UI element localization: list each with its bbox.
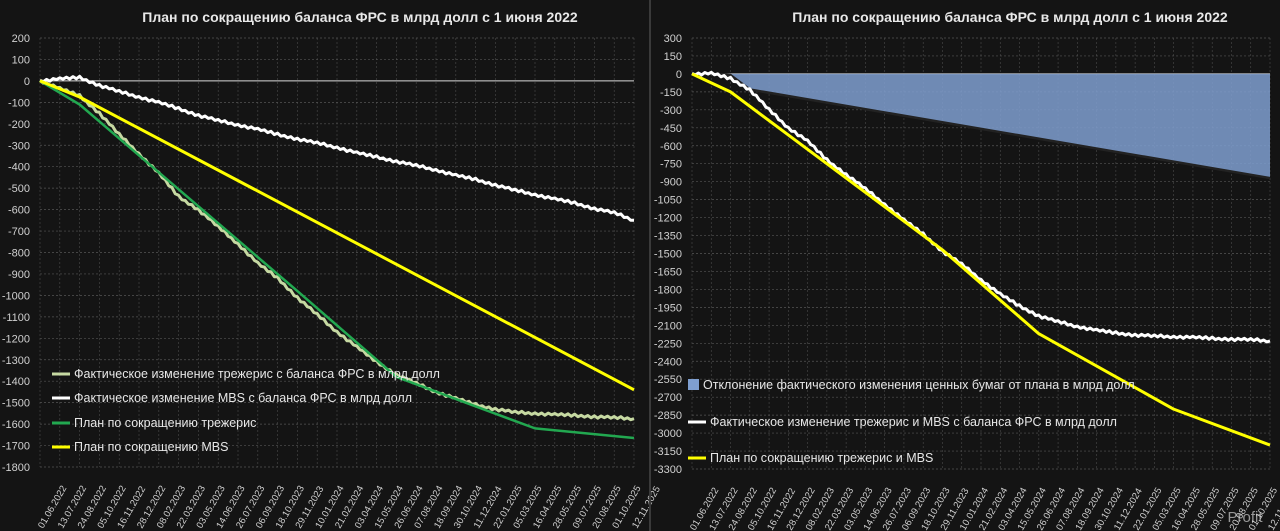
y-tick-label: -200 [8, 119, 30, 131]
y-tick-label: -1000 [2, 290, 30, 302]
deviation-area [692, 73, 1270, 179]
watermark-text: Profit [1227, 509, 1263, 526]
y-tick-label: -150 [660, 87, 682, 99]
y-tick-label: -3150 [654, 446, 682, 458]
right-chart: План по сокращению баланса ФРС в млрд до… [654, 9, 1280, 531]
y-tick-label: 0 [676, 69, 682, 81]
y-tick-label: -1350 [654, 231, 682, 243]
right-chart-title: План по сокращению баланса ФРС в млрд до… [792, 9, 1228, 25]
left-chart-y-axis: 200 100 0 -100 -200 -300 -400 -500 -600 -700 -800 -… [2, 33, 30, 474]
left-chart-series [39, 74, 635, 440]
y-tick-label: 0 [24, 76, 30, 88]
left-chart: План по сокращению баланса ФРС в млрд до… [2, 9, 663, 531]
right-chart-series [691, 70, 1271, 447]
series-line-1 [39, 79, 635, 422]
series-line-2 [39, 74, 634, 222]
legend-label: План по сокращению трежерис [74, 416, 256, 430]
y-tick-label: -2250 [654, 338, 682, 350]
y-tick-label: -600 [660, 141, 682, 153]
y-tick-label: -2100 [654, 320, 682, 332]
legend-label: Отклонение фактического изменения ценных… [703, 378, 1135, 392]
legend-label: Фактическое изменение трежерис и MBS с б… [710, 415, 1117, 429]
left-chart-title: План по сокращению баланса ФРС в млрд до… [142, 9, 578, 25]
y-tick-label: -800 [8, 248, 30, 260]
y-tick-label: -400 [8, 162, 30, 174]
y-tick-label: -2700 [654, 392, 682, 404]
series-line-1 [691, 70, 1271, 344]
y-tick-label: -1800 [654, 284, 682, 296]
legend-label: Фактическое изменение трежерис с баланса… [74, 367, 440, 381]
legend-label: План по сокращению MBS [74, 440, 228, 454]
y-tick-label: -100 [8, 97, 30, 109]
y-tick-label: -1650 [654, 266, 682, 278]
y-tick-label: -300 [660, 105, 682, 117]
y-tick-label: -2850 [654, 410, 682, 422]
left-chart-x-axis: 01.06.202213.07.202224.08.202205.10.2022… [36, 484, 663, 531]
y-tick-label: -1300 [2, 355, 30, 367]
y-tick-label: -1800 [2, 462, 30, 474]
right-chart-x-axis: 01.06.202213.07.202224.08.202205.10.2022… [688, 486, 1280, 531]
y-tick-label: 150 [664, 51, 682, 63]
right-chart-y-axis: 300 150 0 -150 -300 -450 -600 -750 -900 -1050 -120… [654, 33, 682, 476]
y-tick-label: -600 [8, 205, 30, 217]
series-line-4 [39, 79, 635, 392]
legend-swatch [688, 379, 699, 390]
y-tick-label: -700 [8, 226, 30, 238]
y-tick-label: -500 [8, 183, 30, 195]
series-line-2 [691, 72, 1271, 447]
left-chart-legend: Фактическое изменение трежерис с баланса… [52, 367, 440, 454]
y-tick-label: -1200 [654, 213, 682, 225]
y-tick-label: -300 [8, 140, 30, 152]
legend-label: План по сокращению трежерис и MBS [710, 451, 933, 465]
y-tick-label: -750 [660, 159, 682, 171]
y-tick-label: -1500 [654, 249, 682, 261]
y-tick-label: -1400 [2, 376, 30, 388]
left-chart-grid [39, 37, 635, 468]
y-tick-label: -450 [660, 123, 682, 135]
y-tick-label: -1100 [3, 312, 30, 324]
y-tick-label: -3000 [654, 428, 682, 440]
y-tick-label: -900 [660, 177, 682, 189]
y-tick-label: -1500 [2, 398, 30, 410]
y-tick-label: -1700 [2, 441, 30, 453]
y-tick-label: -1950 [654, 302, 682, 314]
y-tick-label: 200 [12, 33, 30, 45]
y-tick-label: -2400 [654, 356, 682, 368]
right-chart-legend: Отклонение фактического изменения ценных… [688, 378, 1135, 465]
legend-label: Фактическое изменение MBS с баланса ФРС … [74, 391, 412, 405]
y-tick-label: -1600 [2, 419, 30, 431]
y-tick-label: -1050 [654, 195, 682, 207]
y-tick-label: 300 [664, 33, 682, 45]
y-tick-label: -2550 [654, 374, 682, 386]
y-tick-label: -3300 [654, 464, 682, 476]
y-tick-label: -900 [8, 269, 30, 281]
y-tick-label: 100 [12, 54, 30, 66]
y-tick-label: -1200 [2, 333, 30, 345]
series-line-3 [39, 79, 635, 440]
